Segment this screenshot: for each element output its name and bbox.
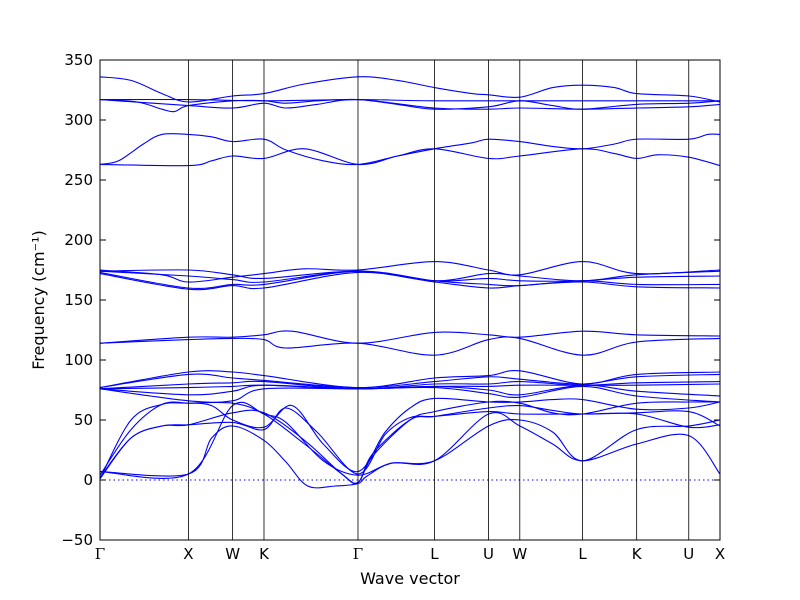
y-tick-label-2: 0 — [83, 471, 93, 489]
x-tick-label-9: L — [578, 545, 587, 563]
x-axis-title: Wave vector — [360, 569, 460, 588]
band-line-1 — [100, 76, 720, 103]
y-tick-label-6: 200 — [64, 231, 93, 249]
band-line-11 — [100, 271, 720, 291]
band-line-13 — [100, 336, 720, 356]
x-tick-label-4: K — [259, 545, 270, 563]
band-line-25 — [100, 401, 720, 479]
y-tick-label-7: 250 — [64, 171, 93, 189]
x-tick-label-5: Γ — [353, 545, 363, 563]
band-line-6 — [100, 148, 720, 167]
y-ticks-layer: −50 0 50 100 150 200 250 300 350 — [61, 51, 720, 549]
band-line-2 — [100, 98, 720, 102]
band-line-7 — [100, 261, 720, 283]
y-tick-label-4: 100 — [64, 351, 93, 369]
band-line-8 — [100, 269, 720, 282]
y-tick-label-1: −50 — [61, 531, 93, 549]
band-line-23 — [100, 407, 720, 480]
x-tick-label-11: U — [683, 545, 694, 563]
y-tick-label-9: 350 — [64, 51, 93, 69]
x-tick-label-8: W — [512, 545, 527, 563]
band-line-10 — [100, 270, 720, 289]
plot-frame — [99, 59, 721, 541]
x-tick-label-10: K — [632, 545, 643, 563]
band-line-15 — [100, 373, 720, 389]
band-line-5 — [100, 133, 720, 166]
y-tick-label-3: 50 — [74, 411, 93, 429]
y-tick-label-8: 300 — [64, 111, 93, 129]
x-tick-label-6: L — [430, 545, 439, 563]
x-tick-label-1: Γ — [95, 545, 105, 563]
y-tick-label-5: 150 — [64, 291, 93, 309]
y-axis-title: Frequency (cm⁻¹) — [29, 230, 48, 369]
kpoint-lines-layer — [188, 60, 690, 540]
band-line-12 — [100, 330, 720, 344]
x-tick-label-2: X — [183, 545, 193, 563]
band-line-16 — [100, 380, 720, 390]
x-tick-label-12: X — [715, 545, 725, 563]
x-tick-label-7: U — [483, 545, 494, 563]
bands-layer — [100, 76, 720, 489]
x-tick-label-3: W — [225, 545, 240, 563]
